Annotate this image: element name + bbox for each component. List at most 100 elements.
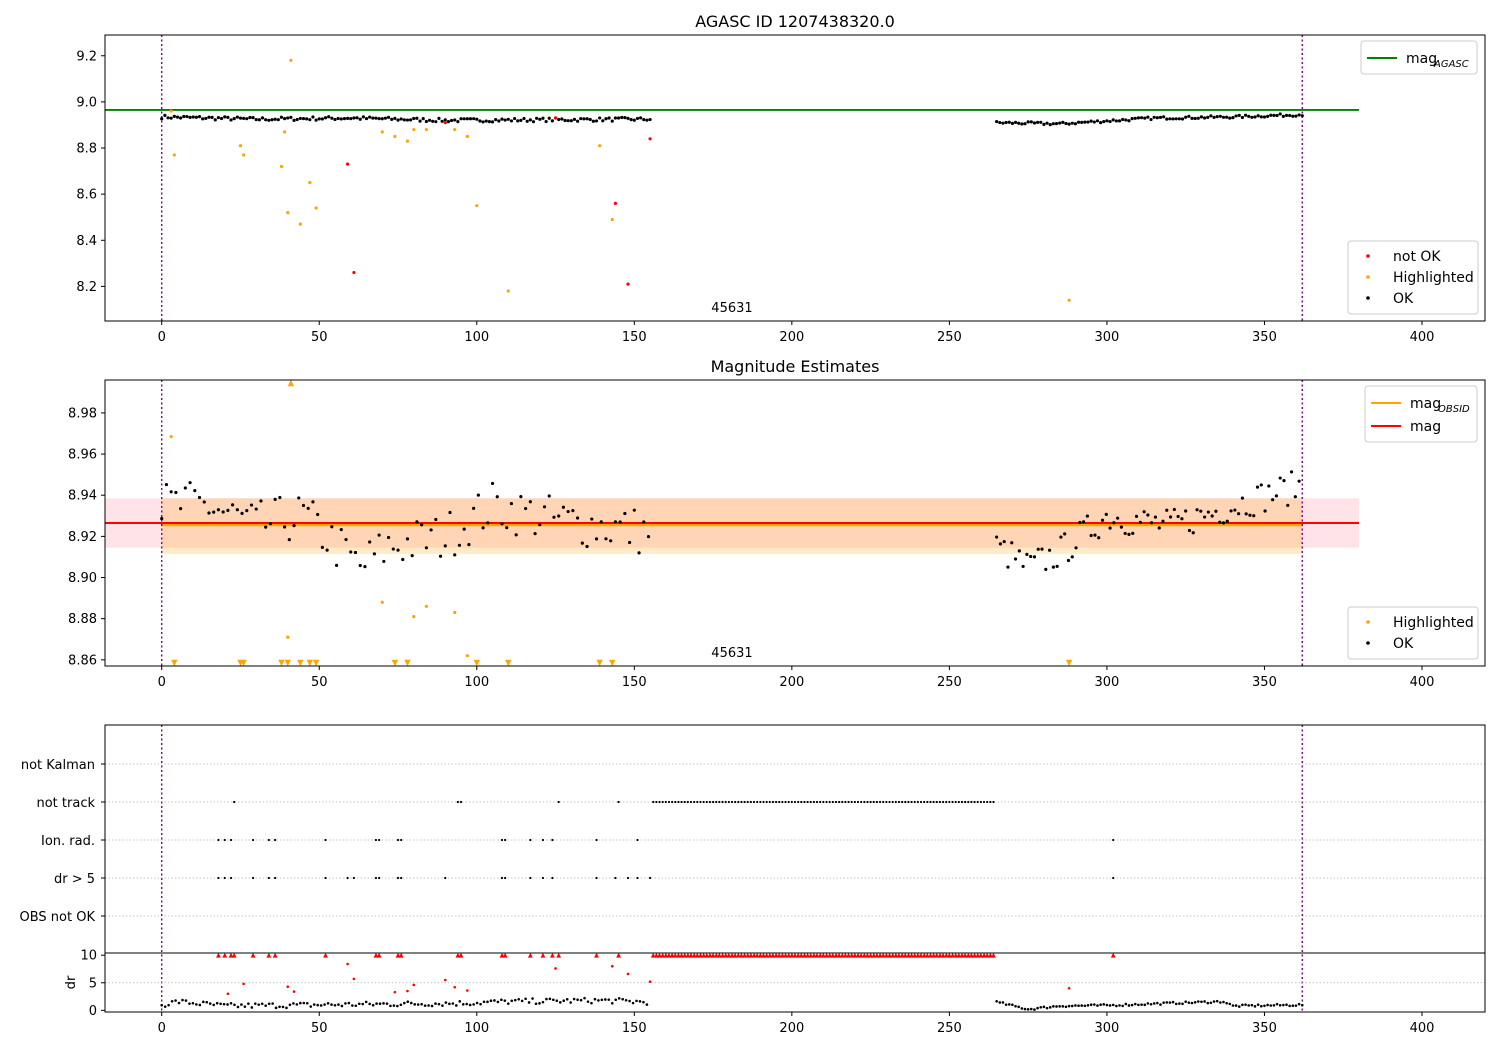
flag-point [860, 800, 863, 804]
flag-point [800, 800, 803, 804]
y-tick-label: 10 [80, 949, 97, 964]
data-point-marker [278, 659, 285, 667]
flag-point [689, 800, 693, 804]
clipped-dr-marker [883, 952, 889, 958]
data-point [268, 522, 273, 526]
dr-point [1288, 1004, 1291, 1008]
dr-point [1165, 1001, 1169, 1004]
x-tick-label: 0 [158, 675, 166, 690]
dr-point [364, 1000, 368, 1004]
clipped-dr-marker [987, 952, 993, 958]
data-point [552, 515, 556, 519]
dr-point [448, 1002, 451, 1006]
data-point [305, 117, 309, 121]
flag-point [960, 800, 964, 804]
data-point [346, 162, 350, 166]
clipped-dr-marker [836, 952, 842, 958]
data-point [1269, 113, 1273, 117]
dr-point [1130, 1003, 1134, 1007]
data-point [590, 517, 594, 521]
data-point [627, 540, 632, 545]
clipped-dr-marker [676, 952, 681, 958]
data-point [1286, 503, 1290, 507]
chart-title: Magnitude Estimates [711, 357, 880, 376]
x-tick-label: 50 [311, 330, 328, 345]
flag-category-label: not track [36, 796, 95, 811]
clipped-dr-marker [969, 952, 974, 958]
dr-point [1193, 1001, 1197, 1004]
clipped-dr-marker [650, 952, 656, 958]
data-point [231, 503, 235, 507]
data-point [610, 217, 614, 222]
clipped-dr-marker [962, 952, 968, 958]
flag-point [456, 800, 459, 804]
dr-point [558, 1001, 562, 1004]
dr-point [316, 1003, 319, 1007]
dr-point [202, 1000, 205, 1004]
data-point [399, 117, 403, 121]
y-tick-label: 8.2 [76, 280, 97, 295]
dr-point [1206, 1001, 1210, 1005]
data-point [390, 117, 394, 122]
flag-point [529, 838, 532, 842]
clipped-dr-marker [1110, 952, 1116, 958]
x-tick-label: 200 [779, 675, 804, 690]
x-tick-label: 300 [1095, 330, 1120, 345]
data-point [524, 506, 528, 511]
data-point [179, 507, 183, 511]
dr-point [212, 1003, 215, 1007]
data-point [169, 434, 173, 439]
x-tick-label: 350 [1252, 1021, 1277, 1036]
data-point [1029, 554, 1033, 559]
flag-point [705, 800, 708, 804]
dr-point [215, 1001, 219, 1005]
dr-point [607, 998, 611, 1001]
data-point [363, 565, 367, 569]
data-point [412, 615, 416, 619]
flag-point [500, 838, 504, 842]
flag-point [894, 800, 897, 804]
data-point [1152, 115, 1156, 119]
clipped-dr-marker [820, 952, 826, 958]
chart-title: AGASC ID 1207438320.0 [695, 12, 895, 31]
dr-point [1250, 1003, 1254, 1007]
dr-point [219, 1002, 222, 1006]
flag-point [882, 800, 885, 804]
dr-point [1260, 1004, 1263, 1008]
flag-point [721, 800, 724, 804]
data-point [1259, 483, 1263, 487]
data-point [249, 503, 254, 507]
data-point [465, 654, 469, 658]
legend-label: Highlighted [1393, 615, 1474, 631]
data-point [279, 115, 284, 119]
dr-point [430, 1004, 434, 1008]
data-point [1143, 116, 1147, 120]
data-point [566, 119, 570, 123]
data-point [1212, 115, 1216, 119]
flag-point [853, 800, 856, 804]
clipped-dr-marker [773, 952, 779, 958]
clipped-dr-marker [789, 952, 795, 958]
panel-agasc-magnitudes: 45631 0 50 100 150 200 250 300 350 400 8.2 8.4 8.6 8.… [76, 12, 1486, 345]
data-point [238, 144, 243, 148]
data-point [396, 548, 400, 552]
data-point [620, 115, 624, 120]
data-point [330, 116, 334, 120]
dr-point [1196, 1000, 1200, 1003]
data-point [626, 282, 630, 286]
data-point [1111, 118, 1115, 122]
clipped-dr-marker [846, 952, 851, 958]
clipped-dr-marker [808, 952, 814, 958]
dr-point [357, 1002, 361, 1006]
data-point [506, 117, 510, 121]
data-point [478, 119, 482, 123]
dr-point [340, 1004, 344, 1008]
flag-point [910, 800, 913, 804]
dr-point [1234, 1004, 1238, 1007]
data-point [166, 116, 170, 120]
data-point [380, 117, 384, 121]
dr-point [326, 1002, 330, 1005]
clipped-dr-marker [824, 952, 829, 958]
dr-point [1237, 1005, 1241, 1008]
flag-point [655, 800, 658, 804]
